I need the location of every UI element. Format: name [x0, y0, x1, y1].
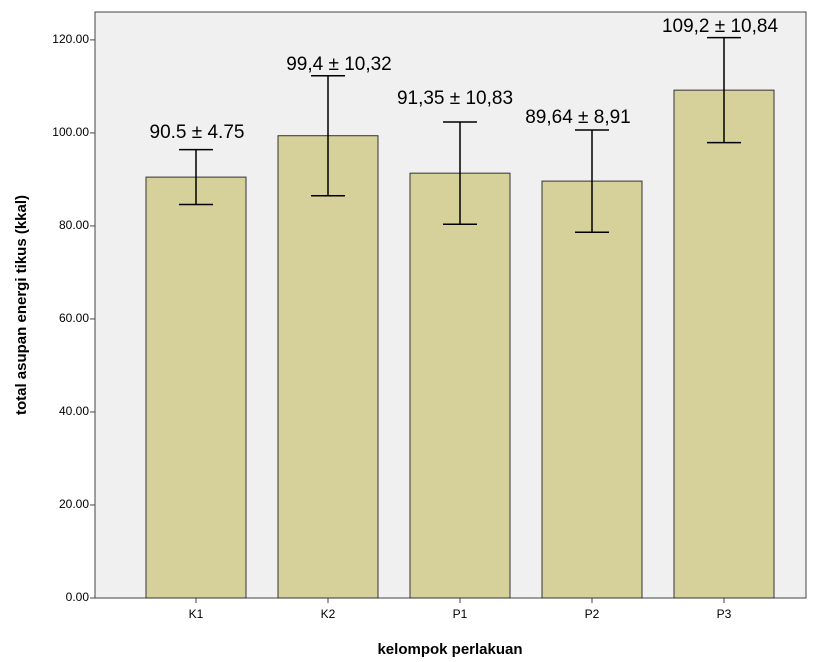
value-label: 99,4 ± 10,32 — [286, 54, 392, 75]
x-tick-label: P3 — [717, 607, 732, 621]
x-tick-label: K1 — [189, 607, 204, 621]
x-tick-label: P2 — [585, 607, 600, 621]
y-axis-title: total asupan energi tikus (kkal) — [13, 195, 30, 415]
value-label: 91,35 ± 10,83 — [397, 88, 513, 109]
y-tick-label: 60.00 — [59, 311, 89, 325]
value-label: 90.5 ± 4.75 — [150, 122, 245, 143]
y-tick-label: 40.00 — [59, 404, 89, 418]
y-tick-label: 100.00 — [52, 125, 89, 139]
x-tick-label: P1 — [453, 607, 468, 621]
y-tick-label: 120.00 — [52, 32, 89, 46]
value-label: 109,2 ± 10,84 — [662, 16, 779, 37]
x-axis-title: kelompok perlakuan — [377, 641, 522, 658]
bar — [410, 173, 510, 598]
y-tick-label: 20.00 — [59, 497, 89, 511]
bar — [146, 177, 246, 598]
bar — [542, 181, 642, 598]
bar — [674, 90, 774, 598]
y-tick-label: 0.00 — [66, 590, 90, 604]
y-tick-label: 80.00 — [59, 218, 89, 232]
chart: kelompok perlakuan total asupan energi t… — [0, 0, 814, 662]
x-tick-label: K2 — [321, 607, 336, 621]
bar — [278, 136, 378, 598]
value-label: 89,64 ± 8,91 — [525, 107, 631, 128]
